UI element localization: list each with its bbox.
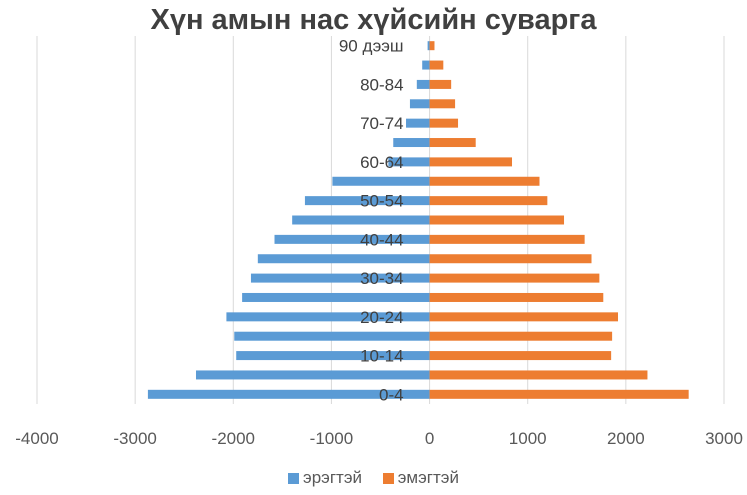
bar-female — [429, 215, 565, 225]
bar-female — [429, 138, 476, 148]
bar-male — [427, 41, 430, 51]
bar-male — [147, 389, 430, 399]
bar-female — [429, 389, 689, 399]
y-tick-label: 60-64 — [360, 153, 403, 172]
y-tick-label: 10-14 — [360, 347, 403, 366]
y-tick-label: 50-54 — [360, 192, 403, 211]
bar-female — [429, 254, 592, 264]
x-tick-label: -4000 — [15, 429, 58, 448]
bar-female — [429, 273, 600, 283]
x-tick-label: -1000 — [310, 429, 353, 448]
y-tick-label: 70-74 — [360, 114, 403, 133]
bar-female — [429, 234, 585, 244]
chart-title: Хүн амын нас хүйсийн суварга — [150, 4, 597, 36]
bar-female — [429, 99, 456, 109]
bar-female — [429, 157, 513, 167]
bar-female — [429, 312, 619, 322]
x-tick-label: 0 — [425, 429, 434, 448]
y-tick-label: 90 дээш — [339, 37, 404, 56]
y-tick-label: 0-4 — [379, 385, 404, 404]
legend-item-female: эмэгтэй — [382, 468, 459, 488]
bar-female — [429, 370, 648, 380]
bar-male — [332, 176, 430, 186]
bar-male — [236, 351, 430, 361]
bar-female — [429, 351, 612, 361]
bar-male — [242, 292, 430, 302]
x-tick-label: 1000 — [509, 429, 547, 448]
bar-male — [226, 312, 430, 322]
y-tick-label: 30-34 — [360, 269, 403, 288]
legend-swatch-female — [382, 473, 394, 484]
bar-male — [195, 370, 430, 380]
bar-male — [292, 215, 430, 225]
bar-female — [429, 41, 435, 51]
x-tick-label: -3000 — [113, 429, 156, 448]
y-tick-label: 40-44 — [360, 230, 403, 249]
bar-female — [429, 176, 540, 186]
legend: эрэгтэй эмэгтэй — [0, 468, 747, 488]
bar-female — [429, 118, 459, 128]
bar-male — [422, 60, 430, 70]
bar-male — [234, 331, 430, 341]
bar-male — [409, 99, 430, 109]
x-tick-label: -2000 — [212, 429, 255, 448]
bar-male — [416, 79, 430, 89]
legend-label-female: эмэгтэй — [397, 468, 459, 487]
y-tick-label: 20-24 — [360, 308, 403, 327]
bar-male — [388, 157, 430, 167]
bar-male — [304, 196, 430, 206]
legend-swatch-male — [288, 473, 300, 484]
bar-male — [257, 254, 430, 264]
y-tick-label: 80-84 — [360, 75, 403, 94]
legend-item-male: эрэгтэй — [288, 468, 362, 488]
legend-label-male: эрэгтэй — [303, 468, 363, 487]
bar-female — [429, 196, 548, 206]
x-tick-label: 3000 — [705, 429, 743, 448]
bar-female — [429, 331, 613, 341]
bar-female — [429, 79, 452, 89]
x-tick-label: 2000 — [607, 429, 645, 448]
bar-female — [429, 292, 604, 302]
bar-male — [250, 273, 430, 283]
bar-male — [393, 138, 430, 148]
bar-male — [406, 118, 430, 128]
bar-male — [274, 234, 430, 244]
bar-female — [429, 60, 444, 70]
